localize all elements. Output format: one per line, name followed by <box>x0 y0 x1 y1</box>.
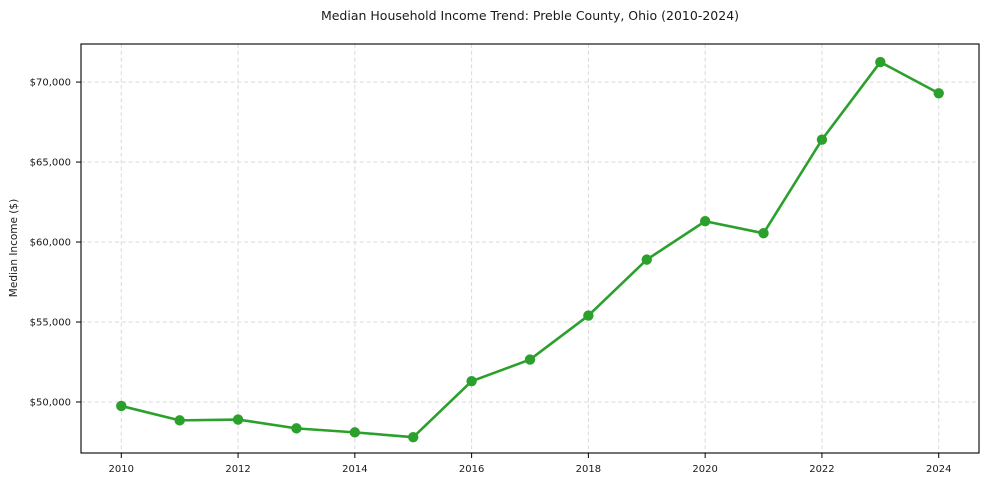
y-tick-label: $60,000 <box>30 238 71 249</box>
x-tick-label: 2010 <box>109 464 134 475</box>
y-tick-label: $55,000 <box>30 317 71 328</box>
plot-border <box>80 43 980 454</box>
x-tick-label: 2016 <box>459 464 484 475</box>
trend-line <box>119 60 941 439</box>
data-point-marker <box>408 431 419 443</box>
y-tick-label: $65,000 <box>30 158 71 169</box>
x-tick-label: 2024 <box>926 464 951 475</box>
x-tick-label: 2020 <box>692 464 717 475</box>
data-point-marker <box>816 134 828 145</box>
data-point-marker <box>641 254 652 265</box>
x-tick-label: 2012 <box>225 464 250 475</box>
data-point-marker <box>933 88 944 99</box>
data-point-marker <box>291 423 302 434</box>
data-point-marker <box>524 354 536 365</box>
data-point-marker <box>174 415 185 426</box>
data-point-marker <box>699 216 711 227</box>
x-tick-label: 2022 <box>809 464 834 475</box>
x-tick-label: 2014 <box>342 464 367 475</box>
y-tick-label: $70,000 <box>30 78 71 89</box>
data-point-marker <box>583 310 594 321</box>
x-tick-label: 2018 <box>576 464 601 475</box>
data-point-marker <box>466 375 477 387</box>
data-point-marker <box>232 414 244 425</box>
data-point-marker <box>349 427 361 438</box>
y-tick-label: $50,000 <box>30 397 71 408</box>
data-point-marker <box>875 56 886 68</box>
chart-title: Median Household Income Trend: Preble Co… <box>320 8 740 23</box>
data-point-marker <box>116 400 127 412</box>
data-point-marker <box>758 228 769 239</box>
